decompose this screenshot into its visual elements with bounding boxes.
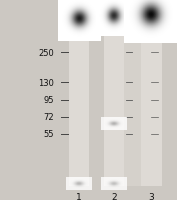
Text: 95: 95 bbox=[44, 96, 54, 104]
Bar bbox=[124, 2, 141, 186]
Bar bbox=[141, 2, 161, 186]
Text: 55: 55 bbox=[44, 130, 54, 138]
Text: 1: 1 bbox=[76, 192, 82, 200]
Text: 3: 3 bbox=[149, 192, 154, 200]
Text: 2: 2 bbox=[111, 192, 117, 200]
Bar bbox=[69, 2, 89, 186]
Text: 250: 250 bbox=[38, 49, 54, 57]
Text: 130: 130 bbox=[38, 79, 54, 87]
Bar bbox=[104, 2, 124, 186]
Text: 72: 72 bbox=[43, 113, 54, 121]
